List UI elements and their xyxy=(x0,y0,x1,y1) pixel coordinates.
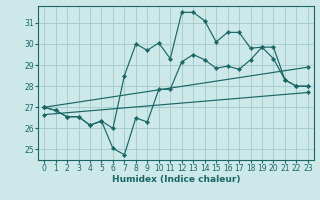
X-axis label: Humidex (Indice chaleur): Humidex (Indice chaleur) xyxy=(112,175,240,184)
